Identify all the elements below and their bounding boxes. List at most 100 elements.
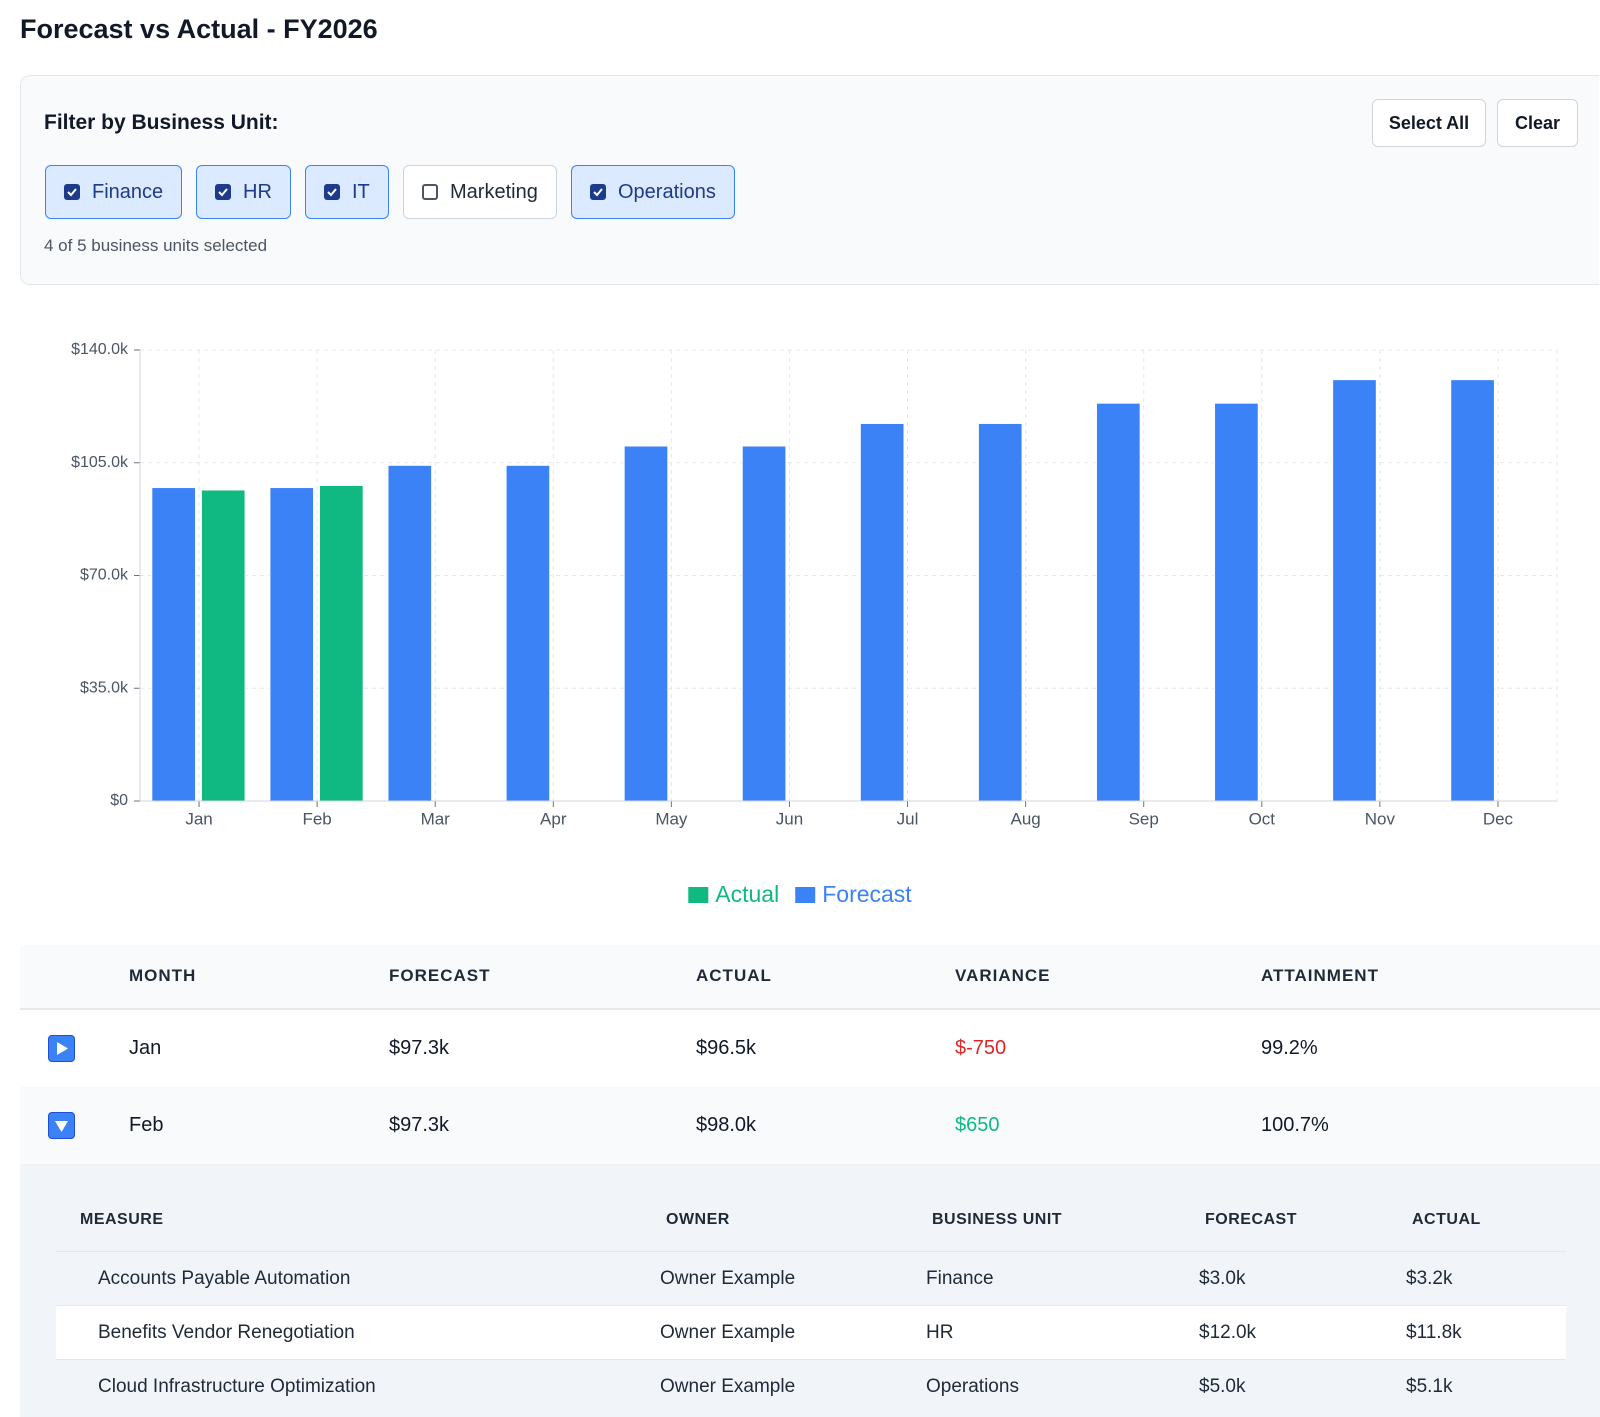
bar — [859, 422, 905, 802]
table-cell: 100.7% — [1261, 1114, 1329, 1136]
bar — [151, 487, 196, 802]
chart: $0 $35.0k $70.0k $105.0k $140.0k Jan Feb Mar Apr… — [71, 341, 1558, 907]
detail-cell: $11.8k — [1406, 1322, 1462, 1343]
detail-column-header: BUSINESS UNIT — [932, 1211, 1063, 1228]
x-tick-label: Aug — [1011, 809, 1041, 828]
table-cell: Feb — [129, 1114, 164, 1136]
bar — [1450, 379, 1495, 802]
x-tick-label: Dec — [1483, 809, 1514, 828]
x-tick-label: Apr — [540, 809, 567, 828]
detail-cell: $12.0k — [1199, 1322, 1257, 1343]
column-header: ATTAINMENT — [1261, 966, 1379, 985]
unit-label: HR — [243, 180, 272, 203]
legend-label: Forecast — [822, 881, 912, 907]
x-tick-label: May — [655, 809, 688, 828]
expand-toggle[interactable] — [48, 1035, 75, 1062]
detail-cell: Operations — [926, 1376, 1019, 1397]
detail-row: Cloud Infrastructure Optimization Owner E… — [56, 1359, 1566, 1414]
detail-cell: $3.0k — [1199, 1268, 1246, 1289]
y-tick-label: $140.0k — [71, 341, 129, 358]
detail-row: Accounts Payable Automation Owner Example… — [56, 1251, 1566, 1306]
check-mark — [593, 188, 603, 197]
bar — [505, 464, 551, 802]
table-cell: $96.5k — [696, 1037, 757, 1059]
page-title: Forecast vs Actual - FY2026 — [20, 14, 378, 44]
bar — [318, 484, 364, 802]
toggle-icon — [55, 1121, 68, 1132]
detail-cell: Owner Example — [660, 1322, 796, 1343]
x-tick-label: Jul — [897, 809, 919, 828]
bar — [623, 445, 669, 802]
detail-column-header: OWNER — [666, 1211, 730, 1228]
bar — [741, 445, 787, 802]
table-row: Jan $97.3k $96.5k $-750 99.2% — [20, 1010, 1600, 1088]
x-tick-label: Sep — [1129, 809, 1159, 828]
table-cell: $650 — [955, 1114, 1000, 1136]
filter-button[interactable]: Clear — [1497, 99, 1578, 147]
table-cell: $97.3k — [389, 1037, 450, 1059]
unit-checkbox[interactable]: IT — [305, 165, 389, 219]
y-tick-label: $70.0k — [80, 567, 129, 584]
x-tick-label: Jan — [185, 809, 212, 828]
checkbox[interactable] — [324, 184, 340, 200]
check-mark — [67, 188, 77, 197]
unit-checkbox[interactable]: Finance — [45, 165, 183, 219]
unit-label: Finance — [92, 180, 164, 203]
unit-checkbox[interactable]: Marketing — [403, 165, 557, 219]
x-tick-label: Jun — [776, 809, 803, 828]
checkbox[interactable] — [422, 184, 438, 200]
check-mark — [327, 188, 337, 197]
checkbox[interactable] — [64, 184, 80, 200]
table-cell: Jan — [129, 1037, 162, 1059]
y-tick-label: $35.0k — [80, 679, 129, 696]
detail-cell: Owner Example — [660, 1376, 796, 1397]
detail-cell: $3.2k — [1406, 1268, 1453, 1289]
toggle-icon — [57, 1042, 68, 1055]
detail-column-header: ACTUAL — [1412, 1211, 1481, 1228]
detail-column-header: FORECAST — [1205, 1211, 1297, 1228]
column-header: VARIANCE — [955, 966, 1051, 985]
bar — [387, 464, 433, 802]
unit-checkbox[interactable]: Operations — [571, 165, 735, 219]
legend-swatch — [688, 887, 709, 903]
detail-cell: HR — [926, 1322, 954, 1343]
table-cell: 99.2% — [1261, 1037, 1318, 1059]
y-tick-label: $0 — [110, 792, 128, 809]
table-row: Feb $97.3k $98.0k $650 100.7% — [20, 1087, 1600, 1165]
column-header: MONTH — [129, 966, 197, 985]
filter-label: Filter by Business Unit: — [44, 111, 279, 134]
bar — [977, 422, 1023, 802]
x-tick-label: Nov — [1365, 809, 1396, 828]
selection-status: 4 of 5 business units selected — [44, 236, 268, 255]
bar — [1095, 402, 1141, 802]
detail-cell: Accounts Payable Automation — [98, 1268, 351, 1289]
filter-button[interactable]: Select All — [1372, 99, 1486, 147]
bar — [1214, 402, 1259, 802]
table-header: MONTH FORECAST ACTUAL VARIANCE ATTAINMENT — [20, 945, 1600, 1010]
x-tick-label: Oct — [1249, 809, 1276, 828]
detail-cell: Finance — [926, 1268, 994, 1289]
checkbox[interactable] — [590, 184, 606, 200]
expand-toggle[interactable] — [48, 1112, 75, 1139]
detail-panel: MEASURE OWNER BUSINESS UNIT FORECAST ACTUAL A… — [20, 1165, 1600, 1417]
x-tick-label: Mar — [421, 809, 451, 828]
column-header: FORECAST — [389, 966, 491, 985]
detail-cell: $5.1k — [1406, 1376, 1453, 1397]
bar — [1332, 379, 1377, 802]
legend: Actual Forecast — [688, 881, 912, 907]
detail-cell: Cloud Infrastructure Optimization — [98, 1376, 376, 1397]
table-cell: $98.0k — [696, 1114, 757, 1136]
detail-column-header: MEASURE — [80, 1211, 164, 1228]
unit-checkbox[interactable]: HR — [196, 165, 291, 219]
legend-swatch — [795, 887, 816, 903]
detail-row: Benefits Vendor Renegotiation Owner Examp… — [56, 1305, 1566, 1360]
y-tick-label: $105.0k — [71, 454, 129, 471]
detail-cell: $5.0k — [1199, 1376, 1246, 1397]
checkbox[interactable] — [215, 184, 231, 200]
bar — [200, 489, 246, 802]
column-header: ACTUAL — [696, 966, 772, 985]
legend-label: Actual — [715, 881, 779, 907]
x-tick-label: Feb — [302, 809, 331, 828]
table-cell: $-750 — [955, 1037, 1007, 1059]
